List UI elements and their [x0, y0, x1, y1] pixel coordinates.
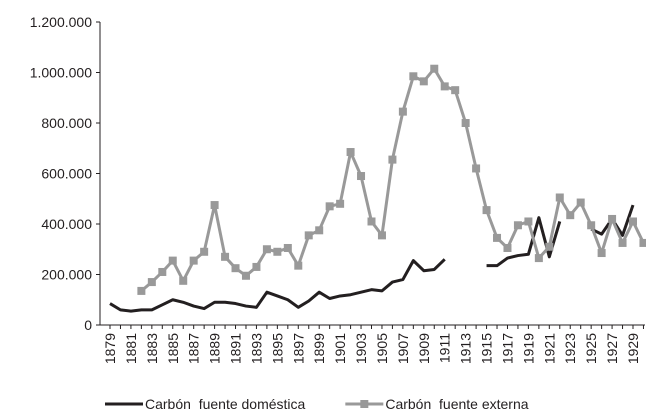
marker [273, 247, 282, 256]
marker [179, 276, 188, 285]
marker [534, 254, 543, 263]
marker [241, 271, 250, 280]
y-tick-label: 800.000 [41, 115, 92, 131]
legend-label: Carbón fuente externa [385, 396, 528, 412]
x-tick-label: 1919 [520, 333, 536, 364]
legend-marker [360, 400, 369, 408]
legend-label: Carbón fuente doméstica [145, 396, 306, 412]
marker [336, 199, 345, 208]
marker [377, 231, 386, 240]
y-tick-label: 200.000 [41, 267, 92, 283]
x-tick-label: 1885 [165, 333, 181, 364]
marker [566, 211, 575, 220]
y-tick-label: 0 [84, 317, 92, 333]
marker [430, 64, 439, 73]
y-tick-label: 600.000 [41, 166, 92, 182]
marker [367, 217, 376, 226]
x-tick-label: 1929 [625, 333, 641, 364]
marker [147, 278, 156, 287]
marker [294, 261, 303, 270]
x-tick-label: 1897 [290, 333, 306, 364]
x-tick-label: 1893 [248, 333, 264, 364]
marker [398, 107, 407, 116]
x-tick-label: 1909 [416, 333, 432, 364]
y-tick-label: 1.200.000 [30, 14, 92, 30]
marker [262, 245, 271, 254]
x-tick-label: 1923 [562, 333, 578, 364]
x-tick-label: 1879 [102, 333, 118, 364]
marker [451, 86, 460, 95]
marker [524, 217, 533, 226]
marker [576, 198, 585, 207]
marker [597, 249, 606, 258]
x-tick-label: 1907 [395, 333, 411, 364]
marker [388, 155, 397, 164]
marker [252, 262, 261, 271]
marker [503, 243, 512, 252]
marker [210, 201, 219, 210]
marker [168, 256, 177, 265]
x-tick-label: 1913 [458, 333, 474, 364]
marker [440, 82, 449, 91]
marker [409, 72, 418, 81]
x-tick-label: 1883 [144, 333, 160, 364]
x-tick-label: 1891 [228, 333, 244, 364]
x-tick-label: 1915 [479, 333, 495, 364]
marker [513, 221, 522, 230]
marker [231, 264, 240, 273]
x-tick-label: 1881 [123, 333, 139, 364]
marker [587, 221, 596, 230]
marker [315, 226, 324, 235]
marker [472, 164, 481, 173]
x-tick-label: 1917 [499, 333, 515, 364]
x-tick-label: 1895 [269, 333, 285, 364]
series-line [140, 67, 645, 293]
marker [482, 206, 491, 215]
x-tick-label: 1901 [332, 333, 348, 364]
x-tick-label: 1925 [583, 333, 599, 364]
x-tick-label: 1889 [207, 333, 223, 364]
marker [304, 231, 313, 240]
marker [545, 242, 554, 251]
marker [639, 238, 646, 247]
marker [283, 243, 292, 252]
marker [137, 286, 146, 295]
y-tick-label: 1.000.000 [30, 65, 92, 81]
marker [618, 238, 627, 247]
marker [419, 77, 428, 86]
marker [461, 119, 470, 127]
marker [221, 252, 230, 261]
marker [346, 148, 355, 157]
x-tick-label: 1887 [186, 333, 202, 364]
x-tick-label: 1911 [437, 333, 453, 363]
x-tick-label: 1921 [541, 333, 557, 364]
x-tick-label: 1899 [311, 333, 327, 364]
marker [158, 267, 167, 276]
marker [200, 247, 209, 256]
marker [189, 256, 198, 265]
x-tick-label: 1905 [374, 333, 390, 364]
x-tick-label: 1903 [353, 333, 369, 364]
marker [608, 214, 617, 223]
x-tick-label: 1927 [604, 333, 620, 364]
y-tick-label: 400.000 [41, 216, 92, 232]
marker [325, 202, 334, 211]
marker [493, 233, 502, 242]
marker [357, 172, 366, 181]
marker [629, 217, 637, 226]
marker [555, 193, 564, 202]
